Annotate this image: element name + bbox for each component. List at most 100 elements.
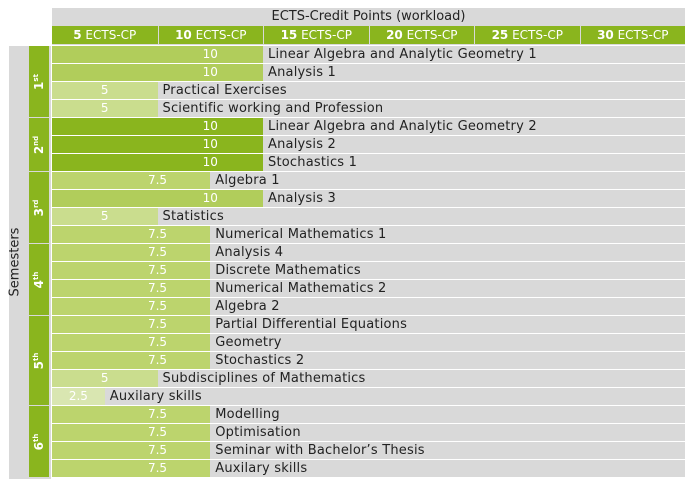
semester-number: 4 [32,279,46,288]
bar [52,46,263,63]
row-track [52,298,685,315]
course-label: Analysis 4 [215,245,284,260]
course-label: Modelling [215,407,280,422]
bar-value-label: 10 [202,47,218,61]
x-tick-number: 10 [175,28,192,42]
row-track [52,388,685,405]
bar [52,244,211,261]
semester-suffix: th [32,271,40,280]
bar [52,172,211,189]
course-label: Algebra 1 [215,173,280,188]
bar-value-label: 7.5 [147,173,168,187]
bar-value-label: 7.5 [147,353,168,367]
bar-value-label: 7.5 [147,263,168,277]
course-label: Analysis 3 [268,191,336,206]
course-label: Auxilary skills [109,389,202,404]
row-track [52,100,685,117]
bar-value-label: 7.5 [147,299,168,313]
course-label: Analysis 2 [268,137,336,152]
course-label: Practical Exercises [162,83,287,98]
x-tick-number: 15 [280,28,298,42]
bar [52,100,158,117]
bar-value-label: 10 [202,137,218,151]
row-track [52,280,685,297]
bar [52,406,211,423]
bar-value-label: 7.5 [147,461,168,475]
course-label: Partial Differential Equations [215,317,408,332]
bar-value-label: 7.5 [147,317,168,331]
x-tick-25: 25 ECTS-CP [475,26,580,44]
course-label: Stochastics 2 [215,353,305,368]
semester-number: 1 [32,81,46,90]
bar [52,316,211,333]
bar [52,154,263,171]
semester-label: 3rd [32,199,46,216]
bar-value-label: 7.5 [147,281,168,295]
semester-box: 5th [29,316,49,405]
bar-value-label: 10 [202,155,218,169]
semester-box: 3rd [29,172,49,243]
row-track [52,334,685,351]
bar-value-label: 10 [202,65,218,79]
bar [52,64,263,81]
bar-value-label: 7.5 [147,245,168,259]
row-track [52,226,685,243]
bar [52,118,263,135]
semester-box: 2nd [29,118,49,171]
bar [52,280,211,297]
chart-title: ECTS-Credit Points (workload) [271,9,466,24]
bar-value-label: 10 [202,191,218,205]
bar [52,442,211,459]
bar [52,334,211,351]
row-track [52,424,685,441]
x-tick-number: 5 [73,28,82,42]
course-label: Statistics [162,209,224,224]
semester-box: 6th [29,406,49,477]
row-track [52,316,685,333]
bar [52,190,263,207]
x-tick-number: 25 [491,28,509,42]
bar [52,226,211,243]
x-tick-30: 30 ECTS-CP [580,26,685,44]
x-tick-unit: ECTS-CP [297,28,352,42]
x-tick-unit: ECTS-CP [508,28,563,42]
semester-box: 1st [29,46,49,117]
semester-suffix: st [32,73,40,82]
bar [52,424,211,441]
course-label: Scientific working and Profession [162,101,384,116]
course-label: Algebra 2 [215,299,280,314]
bar-value-label: 7.5 [147,443,168,457]
semester-number: 3 [32,207,46,216]
semester-suffix: rd [32,199,40,208]
course-label: Optimisation [215,425,301,440]
bar-value-label: 5 [100,209,109,223]
course-label: Stochastics 1 [268,155,358,170]
semester-number: 5 [32,360,46,369]
course-label: Subdisciplines of Mathematics [162,371,366,386]
row-track [52,352,685,369]
x-tick-unit: ECTS-CP [613,28,669,42]
x-tick-15: 15 ECTS-CP [264,26,369,44]
row-track [52,262,685,279]
header-background [52,8,685,45]
course-label: Numerical Mathematics 1 [215,227,387,242]
course-label: Geometry [215,335,282,350]
row-track [52,208,685,225]
course-label: Numerical Mathematics 2 [215,281,387,296]
x-tick-20: 20 ECTS-CP [369,26,474,44]
semester-suffix: th [32,433,40,442]
x-tick-5: 5 ECTS-CP [52,26,158,44]
x-tick-unit: ECTS-CP [191,28,247,42]
semester-suffix: th [32,352,40,361]
bar-value-label: 7.5 [147,227,168,241]
course-label: Seminar with Bachelor’s Thesis [215,443,425,458]
row-track [52,172,685,189]
row-track [52,82,685,99]
row-track [52,460,685,477]
x-tick-number: 20 [386,28,403,42]
semester-label: 2nd [32,135,46,153]
bar [52,352,211,369]
course-label: Analysis 1 [268,65,336,80]
bar [52,298,211,315]
semester-label: 4th [32,271,46,288]
